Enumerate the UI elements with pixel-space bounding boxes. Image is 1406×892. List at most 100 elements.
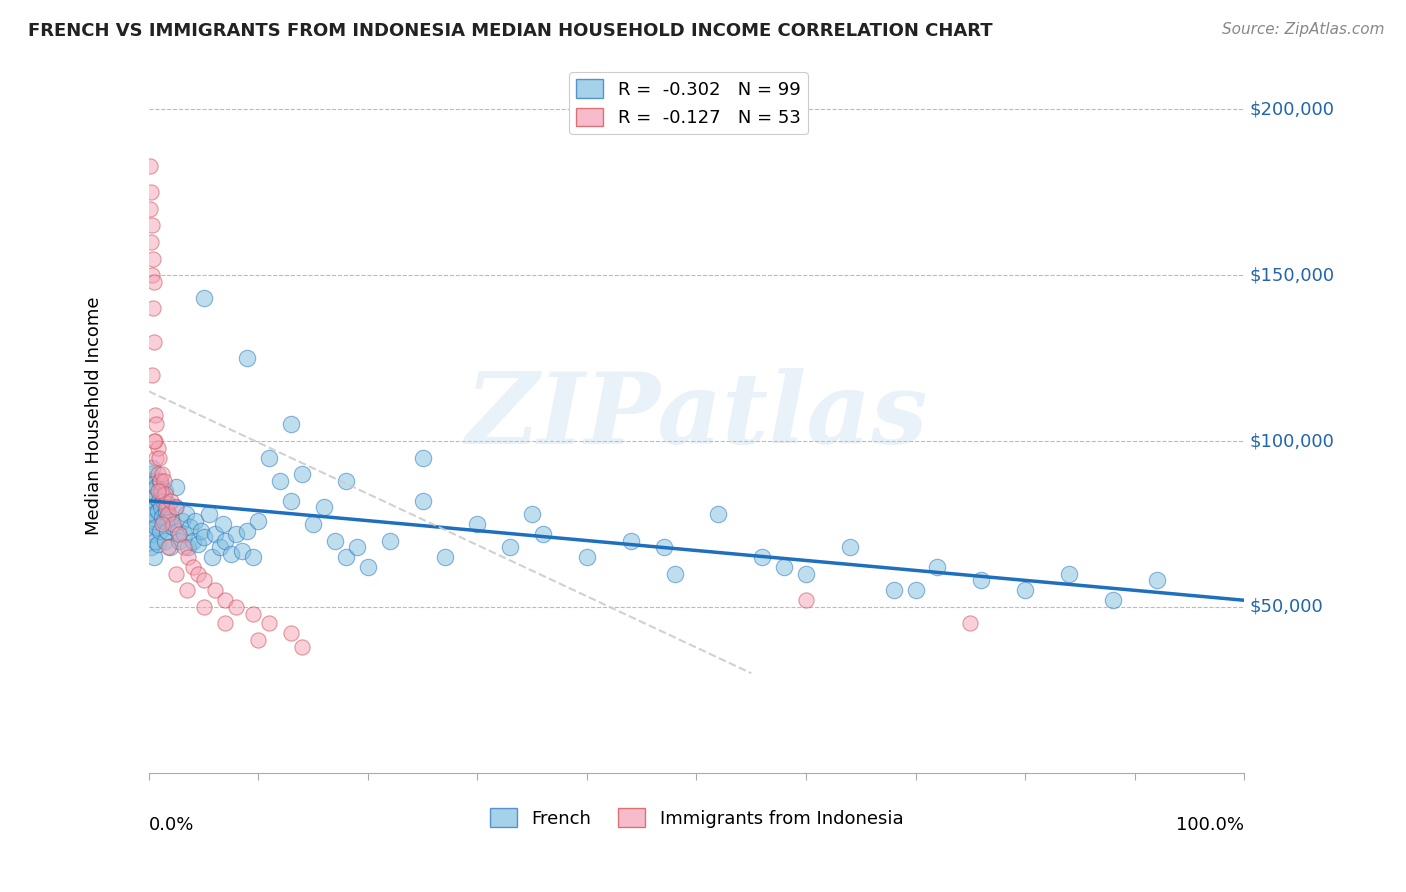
- Point: [159, 510, 181, 524]
- Point: [149, 524, 172, 538]
- Point: [148, 450, 170, 465]
- Point: [1057, 566, 1080, 581]
- Point: [212, 516, 235, 531]
- Point: [139, 540, 162, 554]
- Point: [412, 493, 434, 508]
- Point: [184, 514, 207, 528]
- Point: [141, 219, 163, 233]
- Point: [433, 550, 456, 565]
- Point: [146, 504, 169, 518]
- Point: [169, 533, 191, 548]
- Point: [152, 491, 174, 505]
- Point: [236, 524, 259, 538]
- Text: $150,000: $150,000: [1250, 266, 1334, 285]
- Point: [143, 550, 166, 565]
- Point: [959, 616, 981, 631]
- Text: $200,000: $200,000: [1250, 101, 1334, 119]
- Point: [214, 593, 236, 607]
- Point: [139, 159, 162, 173]
- Point: [142, 514, 165, 528]
- Point: [335, 550, 357, 565]
- Point: [146, 441, 169, 455]
- Point: [208, 540, 231, 554]
- Point: [357, 560, 380, 574]
- Point: [142, 301, 165, 316]
- Point: [145, 450, 167, 465]
- Point: [141, 483, 163, 498]
- Point: [225, 527, 247, 541]
- Point: [153, 474, 176, 488]
- Point: [193, 292, 215, 306]
- Point: [522, 507, 544, 521]
- Text: $50,000: $50,000: [1250, 598, 1323, 615]
- Point: [159, 540, 181, 554]
- Point: [214, 616, 236, 631]
- Point: [664, 566, 686, 581]
- Text: 100.0%: 100.0%: [1177, 815, 1244, 833]
- Point: [139, 474, 162, 488]
- Legend: French, Immigrants from Indonesia: French, Immigrants from Indonesia: [482, 801, 911, 835]
- Point: [1146, 574, 1168, 588]
- Point: [150, 467, 173, 482]
- Point: [142, 500, 165, 515]
- Point: [143, 434, 166, 448]
- Point: [145, 481, 167, 495]
- Point: [259, 616, 281, 631]
- Point: [155, 533, 177, 548]
- Point: [225, 599, 247, 614]
- Point: [155, 487, 177, 501]
- Point: [173, 527, 195, 541]
- Point: [214, 533, 236, 548]
- Point: [159, 493, 181, 508]
- Point: [165, 500, 187, 515]
- Point: [139, 235, 162, 249]
- Text: FRENCH VS IMMIGRANTS FROM INDONESIA MEDIAN HOUSEHOLD INCOME CORRELATION CHART: FRENCH VS IMMIGRANTS FROM INDONESIA MEDI…: [28, 22, 993, 40]
- Point: [904, 583, 927, 598]
- Point: [156, 524, 179, 538]
- Point: [146, 467, 169, 482]
- Point: [707, 507, 730, 521]
- Point: [149, 474, 172, 488]
- Point: [149, 483, 172, 498]
- Point: [883, 583, 905, 598]
- Point: [323, 533, 346, 548]
- Point: [141, 527, 163, 541]
- Point: [193, 599, 215, 614]
- Text: ZIPatlas: ZIPatlas: [465, 368, 928, 465]
- Point: [231, 543, 253, 558]
- Point: [247, 633, 270, 648]
- Point: [143, 408, 166, 422]
- Point: [149, 474, 172, 488]
- Point: [141, 268, 163, 283]
- Point: [794, 593, 817, 607]
- Point: [652, 540, 675, 554]
- Point: [620, 533, 643, 548]
- Point: [259, 450, 281, 465]
- Point: [970, 574, 993, 588]
- Point: [242, 607, 264, 621]
- Point: [139, 467, 162, 482]
- Point: [148, 493, 170, 508]
- Point: [143, 477, 166, 491]
- Point: [190, 524, 212, 538]
- Point: [291, 640, 314, 654]
- Point: [141, 460, 163, 475]
- Point: [169, 527, 191, 541]
- Point: [280, 417, 302, 432]
- Point: [219, 547, 242, 561]
- Point: [176, 583, 198, 598]
- Text: 0.0%: 0.0%: [149, 815, 194, 833]
- Point: [269, 474, 291, 488]
- Point: [1101, 593, 1123, 607]
- Point: [150, 516, 173, 531]
- Point: [167, 524, 190, 538]
- Text: Median Household Income: Median Household Income: [84, 297, 103, 535]
- Point: [157, 497, 180, 511]
- Point: [204, 583, 226, 598]
- Point: [291, 467, 314, 482]
- Point: [152, 493, 174, 508]
- Point: [242, 550, 264, 565]
- Point: [153, 514, 176, 528]
- Point: [187, 537, 209, 551]
- Point: [280, 626, 302, 640]
